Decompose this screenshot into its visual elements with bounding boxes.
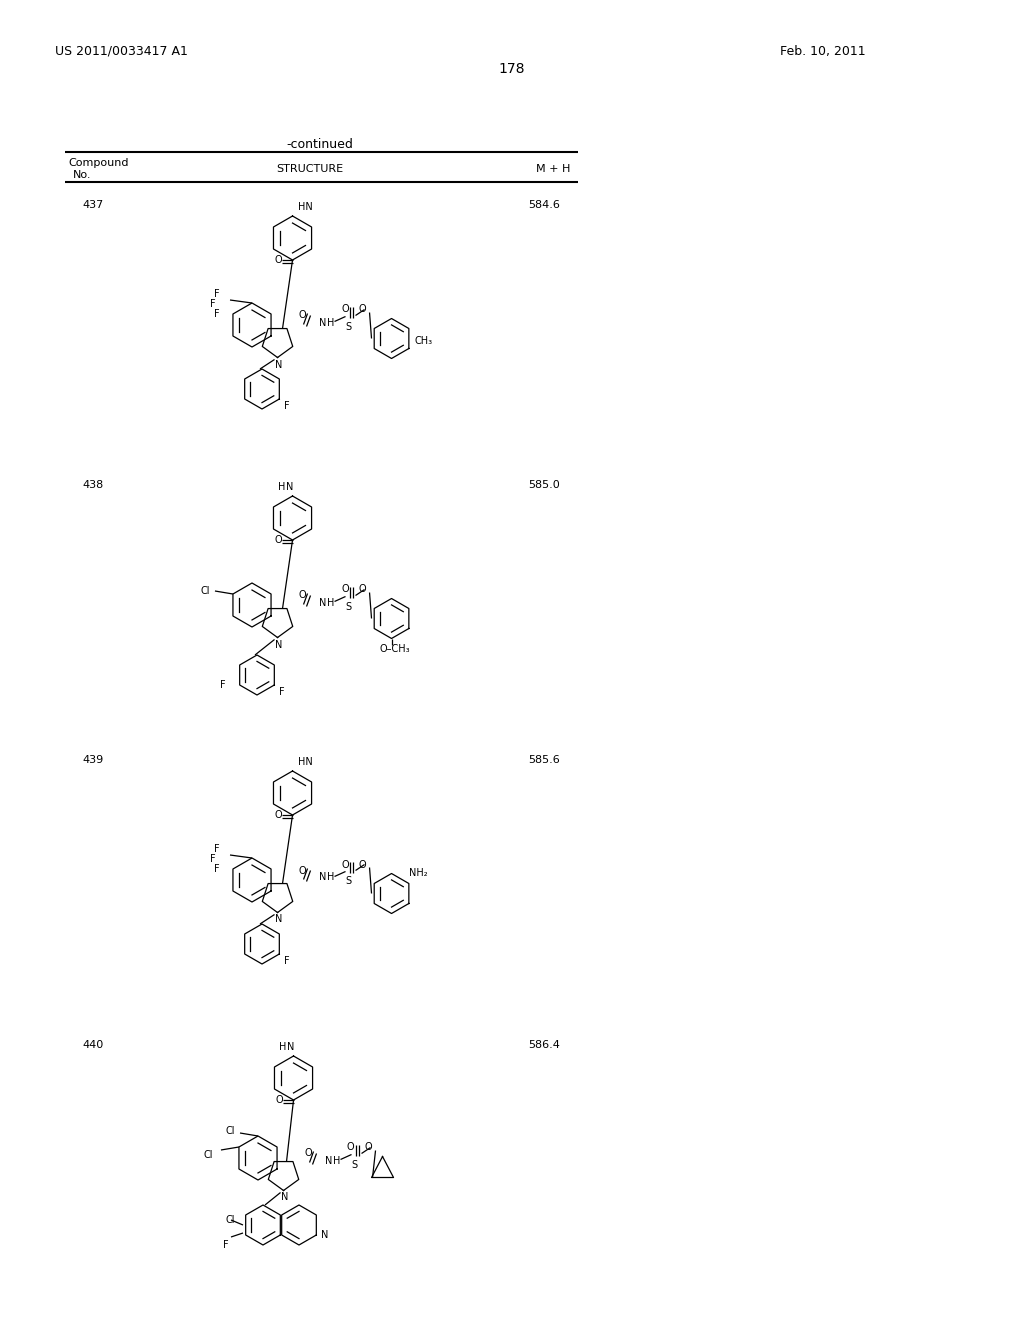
Text: 585.0: 585.0 bbox=[528, 480, 560, 490]
Text: N: N bbox=[325, 1155, 332, 1166]
Text: F: F bbox=[223, 1239, 228, 1250]
Text: N: N bbox=[281, 1192, 288, 1203]
Text: O: O bbox=[358, 305, 367, 314]
Text: HN: HN bbox=[298, 202, 312, 213]
Text: H: H bbox=[333, 1155, 340, 1166]
Text: F: F bbox=[220, 680, 225, 690]
Text: F: F bbox=[210, 854, 216, 865]
Text: S: S bbox=[351, 1159, 357, 1170]
Text: N: N bbox=[318, 873, 326, 883]
Text: US 2011/0033417 A1: US 2011/0033417 A1 bbox=[55, 45, 187, 58]
Text: N: N bbox=[274, 639, 282, 649]
Text: CH₃: CH₃ bbox=[415, 335, 433, 346]
Text: 438: 438 bbox=[82, 480, 103, 490]
Text: 437: 437 bbox=[82, 201, 103, 210]
Text: 439: 439 bbox=[82, 755, 103, 766]
Text: O: O bbox=[299, 310, 306, 321]
Text: H: H bbox=[278, 482, 285, 492]
Text: F: F bbox=[214, 843, 219, 854]
Text: S: S bbox=[345, 322, 351, 331]
Text: H: H bbox=[327, 598, 334, 607]
Text: Compound: Compound bbox=[68, 158, 128, 168]
Text: 584.6: 584.6 bbox=[528, 201, 560, 210]
Text: F: F bbox=[284, 401, 290, 411]
Text: STRUCTURE: STRUCTURE bbox=[276, 164, 344, 174]
Text: 586.4: 586.4 bbox=[528, 1040, 560, 1049]
Text: 440: 440 bbox=[82, 1040, 103, 1049]
Text: O: O bbox=[274, 535, 283, 545]
Text: S: S bbox=[345, 602, 351, 611]
Text: HN: HN bbox=[298, 756, 312, 767]
Text: M + H: M + H bbox=[536, 164, 570, 174]
Text: O: O bbox=[274, 255, 283, 265]
Text: Feb. 10, 2011: Feb. 10, 2011 bbox=[780, 45, 865, 58]
Text: F: F bbox=[214, 865, 219, 874]
Text: O: O bbox=[365, 1143, 372, 1152]
Text: O: O bbox=[342, 859, 349, 870]
Text: 585.6: 585.6 bbox=[528, 755, 560, 766]
Text: H: H bbox=[279, 1041, 286, 1052]
Text: O: O bbox=[358, 859, 367, 870]
Text: O: O bbox=[342, 585, 349, 594]
Text: 178: 178 bbox=[499, 62, 525, 77]
Text: N: N bbox=[274, 915, 282, 924]
Text: Cl: Cl bbox=[201, 586, 211, 597]
Text: Cl: Cl bbox=[226, 1126, 236, 1137]
Text: O: O bbox=[342, 305, 349, 314]
Text: No.: No. bbox=[73, 170, 91, 180]
Text: O–CH₃: O–CH₃ bbox=[380, 644, 411, 655]
Text: S: S bbox=[345, 876, 351, 887]
Text: N: N bbox=[318, 318, 326, 327]
Text: N: N bbox=[287, 1041, 294, 1052]
Text: O: O bbox=[275, 1096, 284, 1105]
Text: N: N bbox=[286, 482, 293, 492]
Text: F: F bbox=[279, 686, 285, 697]
Text: Cl: Cl bbox=[204, 1150, 213, 1160]
Text: H: H bbox=[327, 318, 334, 327]
Text: O: O bbox=[299, 866, 306, 875]
Text: N: N bbox=[318, 598, 326, 607]
Text: O: O bbox=[304, 1148, 312, 1159]
Text: O: O bbox=[274, 810, 283, 820]
Text: F: F bbox=[284, 956, 290, 966]
Text: Cl: Cl bbox=[226, 1214, 236, 1225]
Text: N: N bbox=[321, 1230, 329, 1239]
Text: O: O bbox=[358, 585, 367, 594]
Text: NH₂: NH₂ bbox=[409, 867, 427, 878]
Text: H: H bbox=[327, 873, 334, 883]
Text: -continued: -continued bbox=[287, 139, 353, 150]
Text: O: O bbox=[299, 590, 306, 601]
Text: F: F bbox=[214, 289, 219, 300]
Text: N: N bbox=[274, 359, 282, 370]
Text: F: F bbox=[214, 309, 219, 319]
Text: F: F bbox=[210, 300, 216, 309]
Text: O: O bbox=[346, 1143, 354, 1152]
